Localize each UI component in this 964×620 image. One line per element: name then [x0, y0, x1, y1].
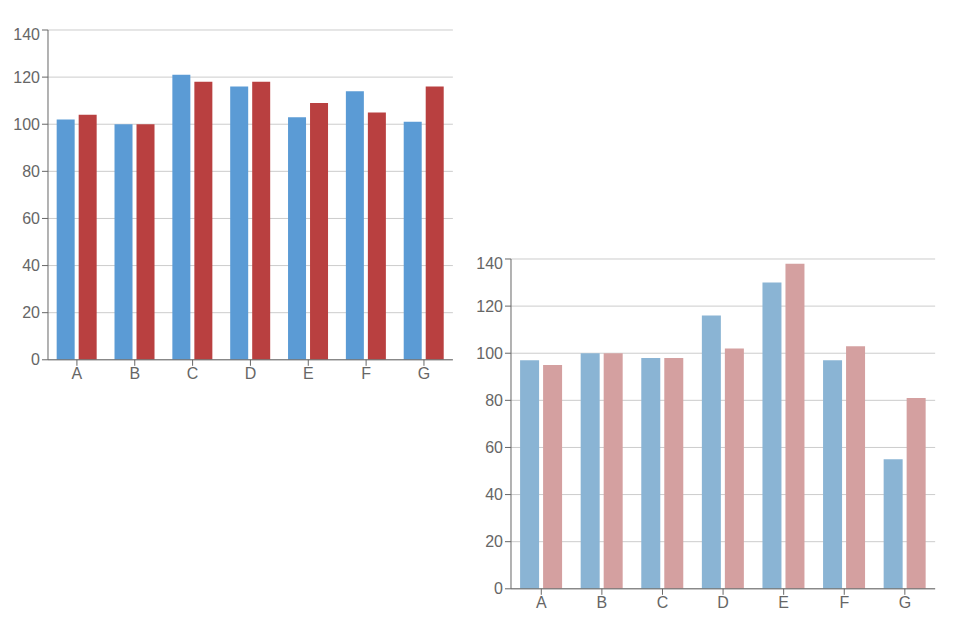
svg-text:E: E: [778, 594, 789, 611]
svg-text:G: G: [418, 365, 430, 382]
svg-text:F: F: [839, 594, 849, 611]
svg-text:0: 0: [31, 351, 40, 368]
svg-text:100: 100: [476, 345, 503, 362]
svg-text:E: E: [303, 365, 314, 382]
svg-text:D: D: [717, 594, 729, 611]
svg-text:A: A: [536, 594, 547, 611]
svg-text:40: 40: [22, 257, 40, 274]
svg-text:G: G: [899, 594, 911, 611]
svg-text:20: 20: [22, 304, 40, 321]
svg-text:80: 80: [485, 392, 503, 409]
svg-text:140: 140: [14, 25, 41, 42]
svg-text:A: A: [72, 365, 83, 382]
svg-text:C: C: [187, 365, 199, 382]
svg-text:B: B: [130, 365, 141, 382]
svg-text:60: 60: [22, 210, 40, 227]
svg-text:40: 40: [485, 486, 503, 503]
svg-text:100: 100: [14, 116, 41, 133]
svg-text:0: 0: [494, 581, 503, 598]
svg-text:120: 120: [14, 69, 41, 86]
svg-text:120: 120: [476, 298, 503, 315]
svg-text:C: C: [657, 594, 669, 611]
svg-text:140: 140: [476, 255, 503, 272]
svg-text:F: F: [361, 365, 371, 382]
svg-text:D: D: [245, 365, 257, 382]
svg-text:B: B: [596, 594, 607, 611]
svg-text:20: 20: [485, 534, 503, 551]
svg-text:60: 60: [485, 439, 503, 456]
svg-text:80: 80: [22, 163, 40, 180]
